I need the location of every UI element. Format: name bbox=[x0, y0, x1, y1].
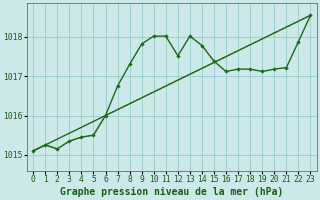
X-axis label: Graphe pression niveau de la mer (hPa): Graphe pression niveau de la mer (hPa) bbox=[60, 186, 284, 197]
